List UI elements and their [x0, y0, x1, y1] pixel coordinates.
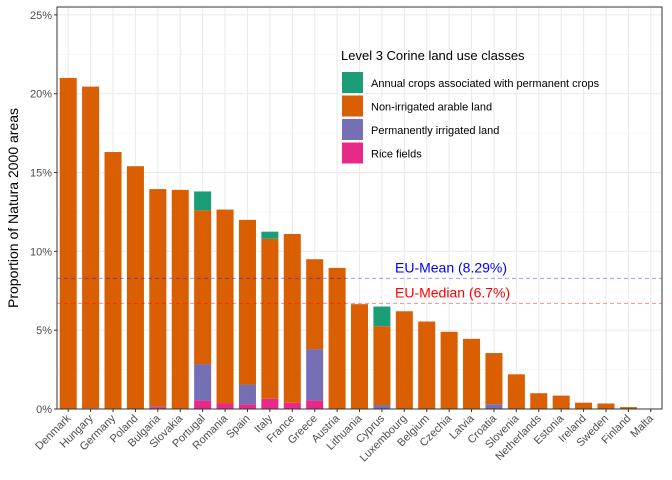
- bar-italy-rice-fields: [261, 398, 279, 409]
- legend: Level 3 Corine land use classes Annual c…: [341, 48, 600, 164]
- bars: [59, 77, 660, 410]
- bar-ireland-non-irrigated-arable-land: [575, 402, 593, 409]
- bar-bulgaria-permanently-irrigated-land: [149, 406, 167, 408]
- bar-bulgaria-non-irrigated-arable-land: [149, 189, 167, 407]
- bar-romania-non-irrigated-arable-land: [216, 209, 234, 404]
- reference-lines: EU-Mean (8.29%) EU-Median (6.7%): [57, 259, 662, 304]
- bar-portugal-non-irrigated-arable-land: [194, 210, 212, 365]
- bar-spain-permanently-irrigated-land: [238, 384, 256, 405]
- ref-label-1: EU-Median (6.7%): [395, 284, 510, 300]
- legend-key: [342, 95, 363, 117]
- legend-title: Level 3 Corine land use classes: [341, 48, 525, 63]
- x-tick-label: Spain: [224, 413, 252, 441]
- bar-spain-non-irrigated-arable-land: [238, 219, 256, 385]
- y-axis-title: Proportion of Natura 2000 areas: [5, 108, 21, 308]
- bar-netherlands-non-irrigated-arable-land: [530, 393, 548, 409]
- bar-croatia-non-irrigated-arable-land: [485, 353, 503, 405]
- ref-label-0: EU-Mean (8.29%): [395, 259, 507, 275]
- legend-key: [342, 142, 363, 164]
- legend-label: Permanently irrigated land: [371, 125, 499, 137]
- y-tick-label: 10%: [30, 246, 52, 258]
- bar-greece-permanently-irrigated-land: [306, 349, 324, 401]
- x-tick-label: Malta: [628, 412, 656, 440]
- bar-belgium-non-irrigated-arable-land: [418, 321, 436, 409]
- bar-france-rice-fields: [283, 402, 301, 409]
- y-tick-label: 20%: [30, 89, 52, 101]
- bar-greece-rice-fields: [306, 400, 324, 409]
- bar-finland-non-irrigated-arable-land: [619, 407, 637, 409]
- bar-romania-rice-fields: [216, 403, 234, 409]
- bar-slovenia-non-irrigated-arable-land: [507, 374, 525, 409]
- legend-label: Annual crops associated with permanent c…: [371, 78, 600, 90]
- y-tick-label: 25%: [30, 10, 52, 22]
- bar-slovakia-non-irrigated-arable-land: [171, 189, 189, 409]
- bar-croatia-permanently-irrigated-land: [485, 404, 503, 409]
- bar-cyprus-permanently-irrigated-land: [373, 405, 391, 409]
- bar-portugal-annual-crops-associated-with-permanent-crops: [194, 191, 212, 211]
- bar-portugal-permanently-irrigated-land: [194, 364, 212, 401]
- bar-sweden-non-irrigated-arable-land: [597, 403, 615, 409]
- bar-germany-non-irrigated-arable-land: [104, 152, 122, 410]
- bar-cyprus-non-irrigated-arable-land: [373, 326, 391, 406]
- bar-czechia-non-irrigated-arable-land: [440, 331, 458, 409]
- legend-key: [342, 119, 363, 140]
- legend-key: [342, 72, 363, 93]
- bar-poland-non-irrigated-arable-land: [126, 166, 144, 409]
- bar-italy-annual-crops-associated-with-permanent-crops: [261, 231, 279, 239]
- y-tick-label: 5%: [36, 325, 52, 337]
- bar-luxembourg-non-irrigated-arable-land: [395, 311, 413, 409]
- bar-lithuania-non-irrigated-arable-land: [350, 304, 369, 409]
- bar-france-non-irrigated-arable-land: [283, 234, 301, 403]
- y-tick-label: 0%: [36, 404, 52, 416]
- bar-bulgaria-rice-fields: [149, 407, 167, 409]
- bar-spain-rice-fields: [238, 404, 256, 409]
- bar-estonia-non-irrigated-arable-land: [552, 395, 570, 409]
- legend-label: Non-irrigated arable land: [371, 102, 492, 114]
- bar-greece-non-irrigated-arable-land: [306, 259, 324, 350]
- bar-latvia-non-irrigated-arable-land: [463, 338, 481, 409]
- bar-italy-non-irrigated-arable-land: [261, 238, 279, 399]
- bar-denmark-non-irrigated-arable-land: [59, 77, 77, 410]
- legend-label: Rice fields: [371, 149, 422, 161]
- bar-cyprus-annual-crops-associated-with-permanent-crops: [373, 306, 391, 327]
- y-tick-label: 15%: [30, 168, 52, 180]
- bar-hungary-non-irrigated-arable-land: [82, 86, 100, 409]
- bar-austria-non-irrigated-arable-land: [328, 267, 346, 409]
- bar-portugal-rice-fields: [194, 400, 212, 409]
